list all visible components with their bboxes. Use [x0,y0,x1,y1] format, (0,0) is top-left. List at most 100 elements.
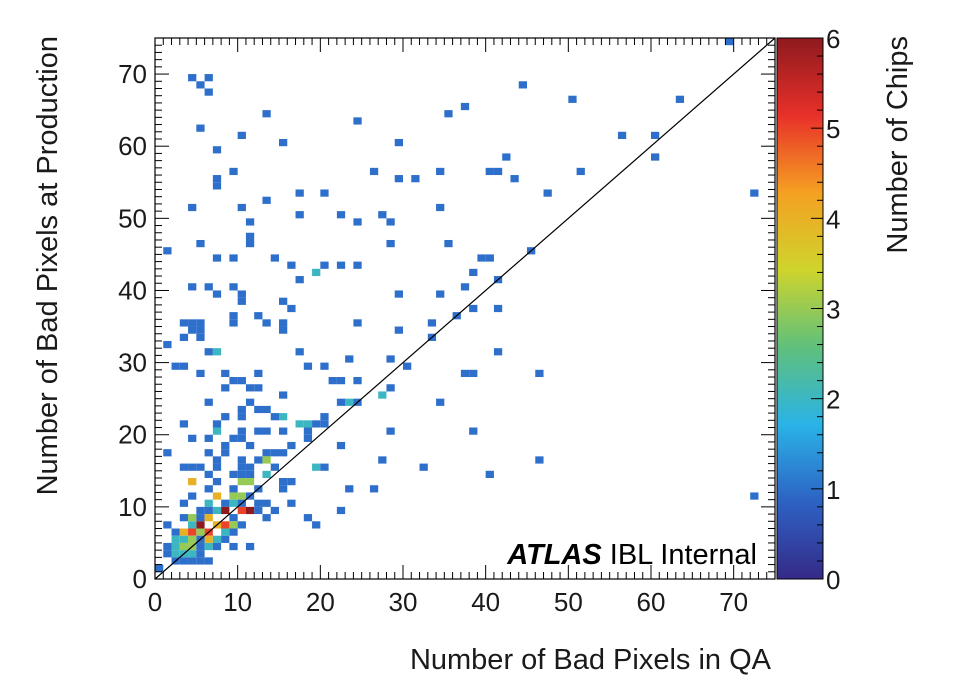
heatmap-cell [279,485,288,493]
heatmap-cell [262,110,271,118]
heatmap-cell [469,268,478,277]
heatmap-cell [469,369,478,378]
heatmap-cell [237,203,246,212]
heatmap-cell [320,261,329,269]
y-tick-label: 10 [118,492,147,522]
heatmap-cell [353,218,362,226]
heatmap-cell [262,499,271,507]
heatmap-cell [212,506,222,515]
y-tick-label: 70 [118,59,147,89]
heatmap-cell [212,175,222,183]
heatmap-cell [386,427,395,435]
heatmap-cell [188,326,197,334]
heatmap-cell [295,189,304,197]
heatmap-cell [188,521,197,529]
heatmap-cell [196,506,205,515]
heatmap-cell [312,268,321,277]
heatmap-cell [229,485,238,493]
heatmap-cell [196,319,205,327]
heatmap-cell [179,333,189,341]
heatmap-cell [179,514,189,522]
heatmap-cell [171,542,180,551]
y-tick-label: 50 [118,203,147,233]
heatmap-cell [262,470,271,479]
heatmap-cell [312,420,321,428]
heatmap-cell [237,131,246,139]
heatmap-cell [245,398,255,406]
heatmap-cell [212,146,222,154]
heatmap-cell [212,463,222,471]
heatmap-cell [320,463,329,471]
heatmap-cell [221,528,230,536]
heatmap-cell [237,463,246,471]
heatmap-cell [303,434,313,442]
heatmap-cell [262,514,271,522]
heatmap-cell [204,485,213,493]
heatmap-cell [353,319,362,327]
heatmap-cell [460,102,470,111]
heatmap-cell [535,456,544,464]
heatmap-cell [171,550,180,558]
heatmap-cell [245,470,255,479]
x-tick-label: 0 [148,587,162,617]
heatmap-cell [254,456,263,464]
heatmap-cell [394,138,403,147]
heatmap-cell [196,463,205,471]
heatmap-cell [163,247,172,255]
heatmap-cell [188,434,197,442]
colorbar-tick-label: 2 [826,385,840,415]
heatmap-cell [254,405,263,414]
heatmap-cell [204,535,213,543]
heatmap-cell [212,427,222,435]
heatmap-cell [237,506,246,515]
heatmap-cell [444,239,453,248]
heatmap-cell [204,449,213,457]
heatmap-cell [221,506,230,515]
heatmap-cell [262,449,271,457]
heatmap-cell [163,550,172,558]
heatmap-cell [204,499,213,507]
heatmap-cell [188,283,197,291]
heatmap-cell [328,377,337,385]
heatmap-cell [155,564,164,572]
heatmap-cell [279,319,288,327]
heatmap-cell [270,449,279,457]
heatmap-cell [188,528,197,536]
heatmap-cell [444,110,453,118]
heatmap-cell [353,261,362,269]
heatmap-cell [188,478,197,486]
heatmap-cell [651,131,660,139]
heatmap-cell [212,290,222,298]
heatmap-cell [212,535,222,543]
heatmap-cell [245,542,255,551]
heatmap-cell [394,326,403,334]
heatmap-cell [179,420,189,428]
heatmap-cell [245,218,255,226]
heatmap-cell [485,470,494,479]
heatmap-cell [204,283,213,291]
heatmap-cell [336,377,346,385]
heatmap-cell [320,413,329,421]
colorbar-tick-label: 5 [826,114,840,144]
heatmap-cell [312,521,321,529]
heatmap-cell [188,550,197,558]
heatmap-cell [229,514,238,522]
heatmap-cell [237,297,246,305]
heatmap-cell [171,528,180,536]
heatmap-cell [469,304,478,313]
heatmap-cell [295,211,304,219]
heatmap-cell [254,369,263,378]
heatmap-cell [245,384,255,392]
heatmap-cells [155,38,759,572]
heatmap-cell [163,340,172,349]
heatmap-cell [543,189,552,197]
heatmap-cell [188,203,197,212]
heatmap-cell [320,362,329,370]
heatmap-cell [477,254,486,262]
heatmap-cell [262,405,271,414]
heatmap-cell [221,521,230,529]
heatmap-cell [287,499,296,507]
heatmap-cell [179,557,189,565]
heatmap-cell [171,362,180,370]
heatmap-cell [303,514,313,522]
